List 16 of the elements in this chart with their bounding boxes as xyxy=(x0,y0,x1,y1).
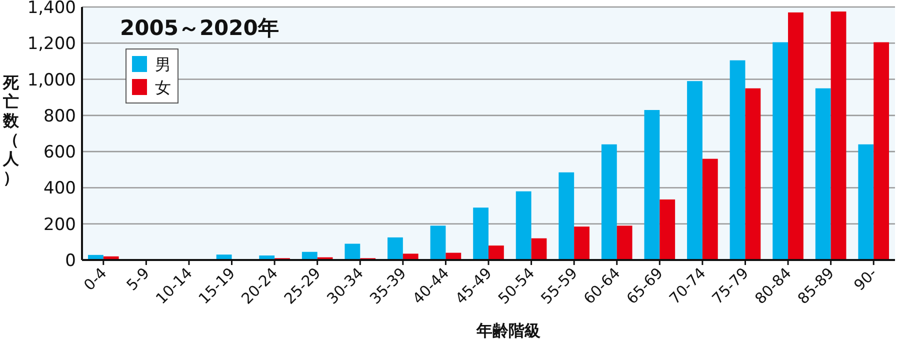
legend-label: 女 xyxy=(155,78,171,97)
x-tick-label: 0-4 xyxy=(80,264,110,294)
legend-label: 男 xyxy=(155,55,171,74)
y-tick-label: 400 xyxy=(44,178,76,199)
y-tick-label: 1,000 xyxy=(27,70,76,90)
y-tick-label: 200 xyxy=(44,214,76,235)
y-tick-label: 1,200 xyxy=(27,34,76,54)
y-tick-label: 0 xyxy=(65,251,76,271)
y-tick-label: 1,400 xyxy=(27,0,76,18)
y-tick-label: 800 xyxy=(44,106,76,126)
x-tick-label: 5-9 xyxy=(122,264,154,294)
chart-title: 2005～2020年 xyxy=(120,16,279,40)
y-tick-label: 600 xyxy=(44,142,76,163)
x-axis-title: 年齢階級 xyxy=(476,321,542,340)
y-axis-title: 死亡数（人） xyxy=(2,73,20,187)
x-tick-label: 90- xyxy=(850,264,880,294)
